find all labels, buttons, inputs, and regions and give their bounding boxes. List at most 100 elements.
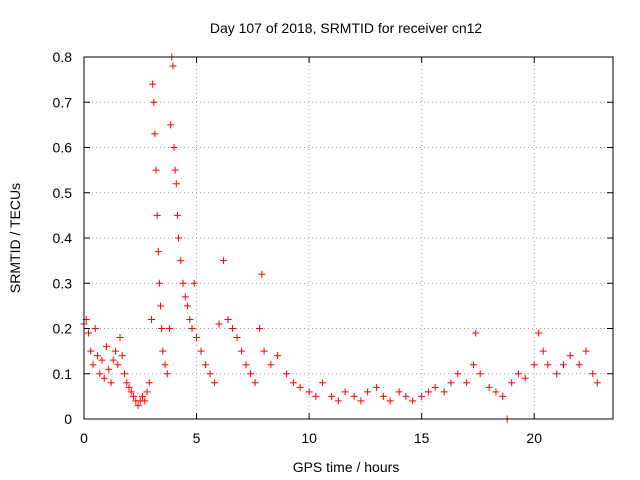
data-point <box>89 361 97 369</box>
x-tick-label: 10 <box>301 430 317 446</box>
data-point <box>238 347 246 355</box>
chart-title: Day 107 of 2018, SRMTID for receiver cn1… <box>210 20 483 36</box>
data-point <box>539 347 547 355</box>
data-point <box>149 80 157 88</box>
data-point <box>145 379 153 387</box>
data-point <box>224 315 232 323</box>
data-point <box>172 180 180 188</box>
data-point <box>544 361 552 369</box>
data-point <box>514 370 522 378</box>
data-point <box>151 130 159 138</box>
data-point <box>233 334 241 342</box>
data-point <box>202 361 210 369</box>
data-point <box>148 315 156 323</box>
data-point <box>177 257 185 265</box>
data-point <box>373 383 381 391</box>
y-tick-label: 0.4 <box>53 230 73 246</box>
y-tick-label: 0.1 <box>53 366 73 382</box>
data-point <box>341 388 349 396</box>
data-point <box>485 383 493 391</box>
data-point <box>472 329 480 337</box>
data-point <box>87 347 95 355</box>
plot-frame <box>83 56 614 420</box>
data-point <box>220 257 228 265</box>
x-axis-title: GPS time / hours <box>293 459 400 475</box>
data-point <box>190 279 198 287</box>
y-tick-label: 0 <box>64 411 72 427</box>
data-point <box>112 347 120 355</box>
data-point <box>258 270 266 278</box>
data-point <box>155 279 163 287</box>
data-point <box>98 356 106 364</box>
data-point <box>161 361 169 369</box>
data-point <box>158 325 166 332</box>
data-point <box>114 361 122 369</box>
data-point <box>105 365 113 373</box>
data-point <box>251 379 259 387</box>
data-point <box>476 370 484 378</box>
data-point <box>229 325 237 332</box>
data-point <box>431 383 439 391</box>
data-point <box>454 370 462 378</box>
data-point <box>409 397 417 405</box>
data-point <box>589 370 597 378</box>
data-point <box>319 379 327 387</box>
data-point <box>357 397 365 405</box>
data-point <box>242 361 250 369</box>
data-point <box>85 329 93 337</box>
data-point <box>141 397 149 405</box>
data-point <box>215 320 223 328</box>
data-point <box>247 370 255 378</box>
data-point <box>139 392 147 400</box>
data-point <box>463 379 471 387</box>
data-point <box>197 347 205 355</box>
data-point <box>157 302 165 310</box>
data-point <box>91 325 99 332</box>
data-point <box>447 379 455 387</box>
y-tick-label: 0.6 <box>53 140 73 156</box>
data-point <box>118 352 126 360</box>
data-point <box>312 392 320 400</box>
data-point <box>582 347 590 355</box>
data-point <box>152 166 160 174</box>
data-point <box>334 397 342 405</box>
data-point <box>173 211 181 219</box>
data-point <box>379 392 387 400</box>
data-point <box>175 234 183 242</box>
data-point <box>150 98 158 106</box>
data-point <box>134 401 142 409</box>
data-point <box>386 397 394 405</box>
data-point <box>267 361 275 369</box>
data-point <box>171 166 179 174</box>
axis-ticks: 0 0.1 0.2 0.3 0.4 0.5 0.6 0.7 0.8 0 5 10 15 20 <box>53 49 613 446</box>
data-point <box>184 302 192 310</box>
data-point <box>206 370 214 378</box>
y-axis-title: SRMTID / TECUs <box>7 183 23 293</box>
data-point <box>402 392 410 400</box>
data-point <box>289 379 297 387</box>
data-point <box>274 352 282 360</box>
data-point <box>169 62 177 70</box>
y-tick-label: 0.5 <box>53 185 73 201</box>
data-point <box>153 211 161 219</box>
data-point <box>305 388 313 396</box>
data-point <box>167 121 175 129</box>
data-point <box>296 383 304 391</box>
data-point <box>395 388 403 396</box>
x-tick-label: 0 <box>80 430 88 446</box>
data-point <box>418 392 426 400</box>
data-point <box>143 388 151 396</box>
data-point <box>100 374 108 382</box>
data-point <box>103 343 111 351</box>
data-point <box>166 325 174 332</box>
data-point <box>328 392 336 400</box>
data-point <box>530 361 538 369</box>
data-point <box>593 379 601 387</box>
data-point <box>107 379 115 387</box>
data-point <box>566 352 574 360</box>
data-point <box>123 379 131 387</box>
x-tick-label: 5 <box>193 430 201 446</box>
data-point <box>553 370 561 378</box>
data-point <box>508 379 516 387</box>
